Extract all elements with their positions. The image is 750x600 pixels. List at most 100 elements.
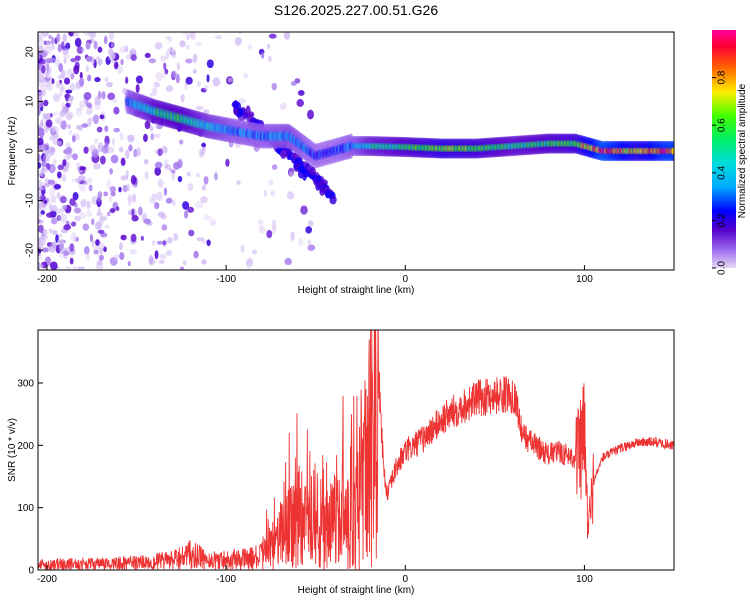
spectrogram-cell — [82, 181, 89, 186]
spectrogram-cell — [201, 184, 206, 191]
spectrogram-cell — [153, 133, 161, 139]
spectrogram-cell — [49, 135, 56, 142]
spectrogram-cell — [94, 95, 102, 106]
spectrogram-cell — [172, 199, 176, 207]
spectrogram-cell — [87, 74, 92, 82]
spectrogram-cell — [201, 142, 206, 148]
spectrogram-cell — [40, 119, 44, 127]
spectrogram-cell — [163, 62, 167, 70]
spectrogram-cell — [114, 61, 119, 70]
spectrogram-cell — [44, 44, 52, 55]
spectrogram-cell — [137, 206, 143, 216]
spectrogram-cell — [129, 248, 138, 255]
spectrogram-cell — [53, 126, 59, 131]
spectrogram-cell — [64, 154, 70, 161]
spectrogram-cell — [38, 200, 43, 209]
spectrogram-cell — [286, 191, 295, 200]
spectrogram-cell — [309, 166, 316, 176]
spectrogram-cell — [258, 225, 266, 234]
spectrogram-cell — [171, 70, 178, 79]
spectrogram-cell — [85, 200, 90, 206]
spectrogram-cell — [104, 76, 109, 83]
spectrogram-cell — [69, 257, 74, 265]
spectrogram-cell — [93, 138, 99, 144]
colorbar-tick-label: 0.0 — [717, 261, 728, 275]
spectrogram-cell — [76, 125, 80, 130]
spectrogram-cell — [214, 35, 222, 40]
colorbar-tick-label: 0.2 — [717, 213, 728, 227]
y-tick-label: 10 — [25, 95, 36, 107]
spectrogram-cell — [154, 42, 163, 50]
spectrogram-cell — [50, 217, 58, 225]
y-tick-label: -20 — [25, 243, 36, 258]
spectrogram-cell — [247, 44, 253, 50]
spectrogram-cell — [107, 92, 116, 101]
spectrogram-cell — [109, 186, 117, 193]
spectrogram-cell — [127, 260, 131, 267]
spectrogram-cell — [289, 171, 294, 177]
spectrogram-cell — [86, 209, 93, 218]
spectrogram-cell — [108, 193, 113, 203]
spectrogram-cell — [144, 171, 149, 180]
spectrogram-y-label: Frequency (Hz) — [7, 117, 18, 186]
spectrogram-cell — [307, 244, 316, 251]
spectrogram-cell — [125, 76, 129, 85]
spectrogram-cell — [45, 113, 52, 122]
spectrogram-cell — [214, 172, 218, 181]
spectrogram-cell — [85, 41, 91, 50]
spectrogram-cell — [168, 36, 172, 43]
spectrogram-cell — [291, 152, 297, 159]
spectrogram-cell — [56, 192, 61, 200]
spectrogram-cell — [130, 233, 137, 243]
spectrogram-cell — [38, 253, 43, 260]
spectrogram-cell — [63, 57, 67, 64]
spectrogram-cell — [166, 250, 172, 256]
spectrogram-cell — [72, 265, 78, 270]
spectrogram-cell — [83, 246, 90, 255]
spectrogram-cell — [267, 43, 271, 50]
spectrogram-y-ticks: -20 -10 0 10 20 — [25, 46, 43, 258]
spectrogram-cell — [48, 163, 56, 174]
spectrogram-cell — [70, 58, 77, 63]
spectrogram-cell — [119, 132, 124, 141]
spectrogram-cell — [182, 201, 190, 210]
spectrogram-cell — [188, 32, 195, 39]
spectrogram-cell — [110, 42, 114, 48]
spectrogram-cell — [38, 235, 46, 244]
spectrogram-cell — [38, 100, 45, 108]
spectrogram-cell — [81, 48, 85, 53]
spectrogram-cell — [65, 142, 71, 148]
spectrogram-cell — [93, 114, 99, 125]
colorbar-tick-label: 0.6 — [717, 118, 728, 132]
spectrogram-cell — [119, 252, 125, 261]
spectrogram-cell — [195, 105, 204, 111]
spectrogram-cell — [68, 129, 72, 136]
spectrogram-cell — [41, 247, 49, 253]
spectrogram-cell — [83, 32, 91, 36]
spectrogram-cell — [50, 204, 58, 212]
spectrogram-cell — [136, 146, 141, 157]
spectrogram-cell — [87, 102, 93, 109]
spectrogram-cell — [61, 120, 67, 130]
spectrogram-cell — [55, 82, 64, 89]
spectrogram-cell — [206, 59, 214, 69]
spectrogram-cell — [63, 224, 72, 231]
spectrogram-cell — [166, 236, 173, 244]
spectrogram-cell — [57, 238, 65, 245]
spectrogram-cell — [158, 253, 167, 259]
spectrogram-cell — [149, 125, 154, 132]
spectrogram-cell — [74, 37, 82, 48]
spectrogram-cell — [58, 63, 64, 72]
spectrogram-cell — [40, 168, 45, 178]
x-tick-label: 0 — [402, 274, 408, 285]
spectrogram-cell — [118, 186, 122, 193]
spectrogram-cell — [298, 237, 304, 247]
spectrogram-cell — [109, 208, 116, 214]
colorbar: 0.0 0.2 0.4 0.6 0.8 Normalized spectral ampl… — [712, 30, 748, 275]
spectrogram-cell — [43, 154, 51, 163]
spectrogram-cell — [294, 157, 303, 164]
spectrogram-x-label: Height of straight line (km) — [298, 285, 415, 296]
y-tick-label: 200 — [17, 441, 34, 452]
spectrogram-cell — [76, 46, 84, 54]
spectrogram-cell — [76, 162, 81, 171]
